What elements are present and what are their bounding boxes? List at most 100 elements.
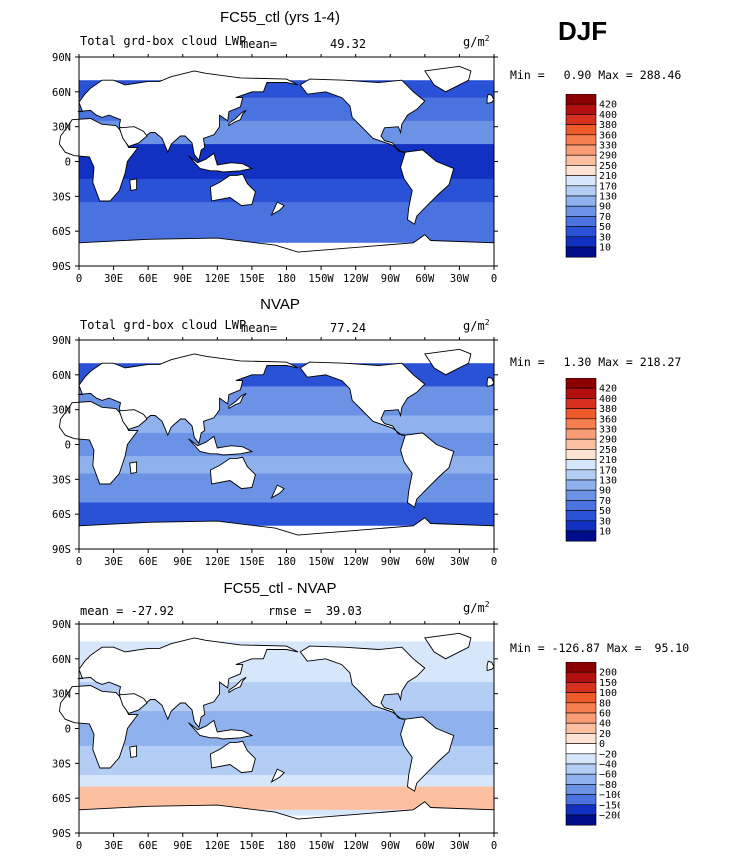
field-band: [79, 635, 494, 643]
x-tick-label: 60W: [415, 556, 435, 568]
panel-1-subtitle: Total grd-box cloud LWP: [80, 34, 247, 48]
field-band: [79, 693, 494, 701]
field-band: [79, 450, 494, 457]
x-tick-label: 30W: [450, 273, 470, 285]
coastline: [228, 392, 247, 410]
field-band: [79, 196, 494, 203]
field-band: [79, 728, 494, 735]
field-band: [79, 525, 494, 533]
colorbar-label: 90: [599, 486, 611, 497]
coastline: [129, 461, 138, 475]
coastline: [228, 109, 247, 127]
field-band: [79, 74, 494, 81]
coastline: [118, 693, 148, 714]
x-tick-label: 0: [491, 556, 497, 568]
panel-1-mean-label: mean=: [241, 37, 278, 51]
field-band: [79, 722, 494, 730]
y-tick-label: 90S: [52, 261, 71, 273]
colorbar-swatch: [565, 175, 597, 187]
field-band: [79, 207, 494, 215]
colorbar-label: 30: [599, 516, 611, 527]
field-band: [79, 763, 494, 770]
colorbar-label: 130: [599, 476, 617, 487]
field-band: [79, 456, 494, 463]
panel-2-title: NVAP: [260, 296, 300, 313]
colorbar-swatch: [565, 489, 597, 501]
field-band: [79, 467, 494, 475]
colorbar-swatch: [565, 682, 597, 693]
field-band: [79, 144, 494, 151]
colorbar-swatch: [565, 500, 597, 511]
coastline: [486, 660, 495, 671]
panel-3-land: [58, 632, 495, 834]
colorbar-swatch: [565, 114, 597, 125]
colorbar-swatch: [565, 479, 597, 491]
colorbar-label: 130: [599, 192, 617, 203]
colorbar-swatch: [565, 469, 597, 481]
field-band: [79, 392, 494, 399]
field-band: [79, 409, 494, 417]
field-band: [79, 167, 494, 174]
field-band: [79, 757, 494, 764]
colorbar-swatch: [565, 712, 597, 724]
colorbar-label: 80: [599, 698, 611, 709]
colorbar-swatch: [565, 510, 597, 522]
colorbar-swatch: [565, 722, 597, 734]
y-tick-label: 60S: [52, 509, 71, 521]
y-tick-label: 90N: [52, 335, 71, 347]
x-tick-label: 120E: [205, 840, 230, 852]
field-band: [79, 699, 494, 706]
colorbar-label: 360: [599, 130, 617, 141]
x-tick-label: 180: [277, 273, 296, 285]
field-band: [79, 485, 494, 492]
colorbar-swatch: [565, 246, 597, 258]
coastline: [118, 126, 148, 147]
colorbar-label: 420: [599, 384, 617, 395]
coastline: [424, 65, 472, 93]
colorbar-label: 100: [599, 688, 617, 699]
field-band: [79, 647, 494, 654]
colorbar-label: −200: [599, 811, 620, 822]
panel-1-units: g/m2: [463, 34, 490, 49]
x-tick-label: 120W: [343, 273, 369, 285]
y-tick-label: 0: [65, 724, 71, 736]
coastline: [400, 432, 455, 508]
colorbar-swatch: [565, 530, 597, 542]
y-tick-label: 90N: [52, 619, 71, 631]
colorbar-label: 210: [599, 171, 617, 182]
field-band: [79, 340, 494, 347]
colorbar-swatch: [565, 773, 597, 785]
coastline: [400, 716, 455, 792]
colorbar-swatch: [565, 134, 597, 146]
x-tick-label: 150E: [239, 273, 264, 285]
coastline: [209, 456, 256, 490]
y-tick-label: 0: [65, 157, 71, 169]
colorbar-swatch: [565, 124, 597, 136]
field-band: [79, 444, 494, 451]
field-band: [79, 496, 494, 504]
coastline: [486, 93, 495, 104]
coastline: [209, 740, 256, 774]
x-tick-label: 30E: [104, 556, 123, 568]
colorbar-label: 10: [599, 243, 611, 254]
panel-3-minmax: Min = -126.87 Max = 95.10: [510, 641, 690, 655]
colorbar-label: 250: [599, 445, 617, 456]
panel-3-colorbar: 200150100806040200−20−40−60−80−100−150−2…: [565, 662, 620, 826]
colorbar-label: 60: [599, 709, 611, 720]
panel-3-mean: mean = -27.92: [80, 604, 174, 618]
coastline: [270, 484, 285, 499]
y-tick-label: 90S: [52, 544, 71, 556]
colorbar-swatch: [565, 103, 597, 115]
field-band: [79, 432, 494, 440]
x-tick-label: 30W: [450, 556, 470, 568]
field-band: [79, 676, 494, 683]
colorbar-swatch: [565, 784, 597, 795]
colorbar-swatch: [565, 398, 597, 409]
field-band: [79, 109, 494, 116]
colorbar-swatch: [565, 165, 597, 176]
x-tick-label: 150W: [308, 840, 334, 852]
field-band: [79, 490, 494, 498]
y-tick-label: 60S: [52, 793, 71, 805]
colorbar-label: 10: [599, 527, 611, 538]
